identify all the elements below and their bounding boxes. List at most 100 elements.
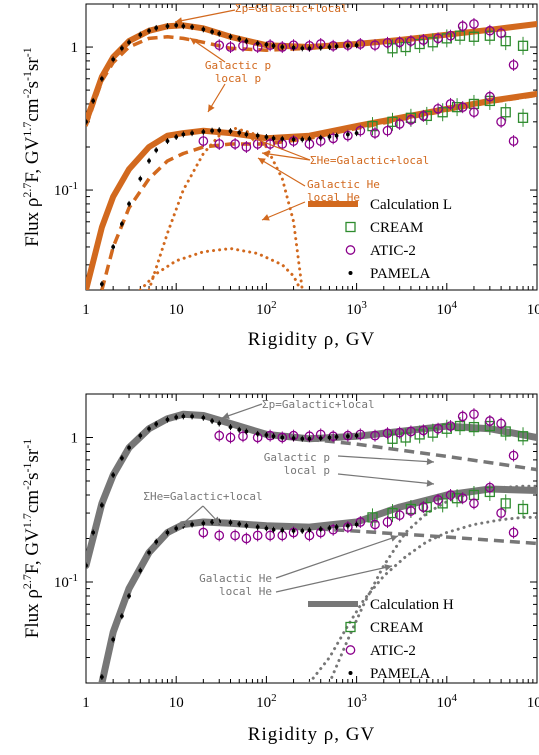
atic-point [406,426,416,437]
pamela-point [244,39,249,44]
annotation-label: ΣHe=Galactic+local [310,154,429,167]
cream-point [468,421,480,433]
legend-label: CREAM [370,620,423,636]
cream-point [421,501,432,513]
pamela-point [300,528,305,533]
pamela-point [271,527,276,532]
atic-point [469,409,479,420]
atic-point [418,35,429,45]
atic-point [394,510,405,521]
cream-point [400,432,411,443]
pamela-point [334,434,339,439]
pamela-point [174,23,179,28]
x-tick-label: 10 [169,302,184,318]
pamela-point [334,525,339,529]
pamela-point [300,137,305,142]
atic-point [214,530,225,541]
pamela-point [119,614,124,619]
legend-label: Calculation H [370,597,454,613]
pamela-point [201,415,206,420]
pamela-point [201,130,206,134]
pamela-point [127,40,131,45]
annotation-label: Σp=Galactic+local [262,398,375,411]
chart-panel-2: 1 10 102 103 104 105 10-1 1 Rigidity ρ, GV Flux ρ… [20,393,539,745]
x-tick-label: 104 [437,692,458,711]
annotation-arrowhead [390,534,398,542]
atic-point [445,421,456,431]
pamela-point [244,132,249,137]
pamela-point [280,435,285,440]
pamela-point [138,568,143,573]
atic-point [230,139,240,149]
pamela-point [181,24,186,29]
atic-point [394,119,405,129]
pamela-point [291,137,296,142]
pamela-point [271,43,276,48]
x-tick-label: 1 [82,695,90,711]
pamela-point [111,637,116,642]
y-tick-label: 10-1 [54,180,78,199]
pamela-point [91,99,96,103]
pamela-point [190,25,194,29]
plot-area [86,17,537,290]
plot-area [86,408,537,683]
pamela-point [165,417,170,422]
annotation-arrow [275,535,399,579]
legend-label: ATIC-2 [370,643,416,659]
pamela-point [271,136,276,141]
annotation-arrowhead [426,458,434,466]
pamela-point [300,46,305,51]
annotation-arrow [337,473,435,485]
atic-point [343,430,353,441]
annotation-arrow [174,9,236,23]
pamela-point [327,45,332,49]
atic-point [406,36,416,46]
pamela-point [307,528,312,533]
pamela-point [181,414,186,419]
atic-point [214,139,225,149]
annotation-arrowhead [212,516,220,524]
pamela-point [190,522,194,527]
atic-point [496,418,506,429]
atic-point [484,416,495,426]
pamela-point [318,45,323,50]
model-curve-6 [307,515,537,683]
annotation-label: Galactic He [307,178,380,191]
atic-point [230,530,240,541]
atic-point [198,527,209,538]
pamela-point [138,433,143,438]
pamela-point [264,135,269,139]
cream-point [400,41,411,53]
legend-symbol-pamela [348,671,353,675]
annotation-label: Galactic He [199,572,272,585]
pamela-point [255,41,260,46]
atic-point [225,42,236,52]
pamela-point [86,563,88,568]
atic-point [241,142,252,152]
pamela-point [334,133,339,138]
atic-point [418,425,429,436]
pamela-point [255,525,260,529]
cream-point [500,426,511,437]
pamela-point [119,456,124,461]
pamela-point [119,221,124,226]
pamela-point [318,527,323,532]
annotation-label: ΣHe=Galactic+local [143,490,262,503]
x-tick-label: 105 [527,692,539,711]
pamela-point [99,503,104,508]
pamela-point [154,539,159,544]
atic-point [370,519,380,530]
x-axis-label: Rigidity ρ, GV [248,329,375,350]
pamela-point [99,675,104,679]
pamela-point [271,434,276,439]
pamela-point [217,128,222,133]
pamela-point [201,521,206,526]
x-tick-label: 104 [437,299,458,318]
atic-point [238,40,248,51]
pamela-point [111,245,116,249]
pamela-point [165,24,170,29]
atic-point [277,42,288,52]
annotation-arrowhead [208,104,215,112]
pamela-point [165,530,170,535]
pamela-point [147,426,151,431]
